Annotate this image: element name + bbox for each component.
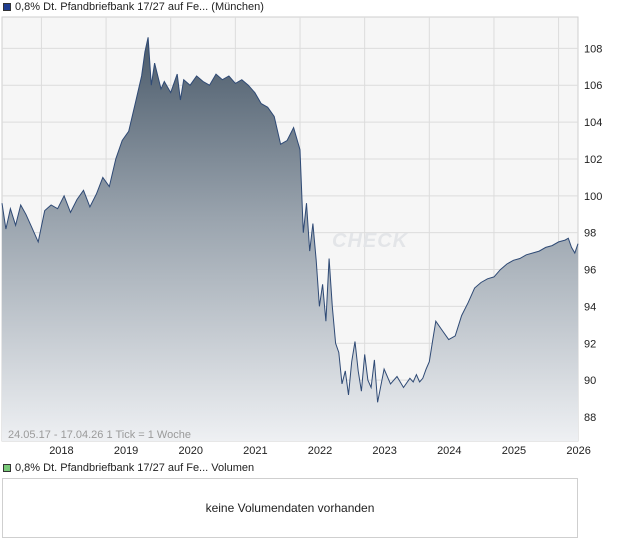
y-tick-label: 94 bbox=[584, 301, 596, 313]
y-tick-label: 108 bbox=[584, 43, 602, 55]
y-tick-label: 102 bbox=[584, 154, 602, 166]
y-tick-label: 90 bbox=[584, 375, 596, 387]
volume-legend-label: 0,8% Dt. Pfandbriefbank 17/27 auf Fe... … bbox=[15, 462, 255, 474]
x-tick-label: 2020 bbox=[178, 445, 202, 457]
volume-empty-message: keine Volumendaten vorhanden bbox=[205, 501, 375, 515]
x-tick-label: 2022 bbox=[308, 445, 332, 457]
volume-panel: keine Volumendaten vorhanden bbox=[2, 478, 578, 538]
x-tick-label: 2021 bbox=[243, 445, 267, 457]
price-line bbox=[1, 37, 579, 403]
y-tick-label: 98 bbox=[584, 228, 596, 240]
y-tick-label: 88 bbox=[584, 412, 596, 424]
x-tick-label: 2024 bbox=[437, 445, 461, 457]
y-tick-label: 100 bbox=[584, 191, 602, 203]
y-tick-label: 92 bbox=[584, 338, 596, 350]
price-legend-swatch bbox=[3, 3, 11, 11]
range-label: 24.05.17 - 17.04.26 1 Tick = 1 Woche bbox=[8, 429, 191, 441]
x-axis: 2018 2019 2020 2021 2022 2023 2024 2025 2026 bbox=[49, 445, 591, 457]
price-legend-label: 0,8% Dt. Pfandbriefbank 17/27 auf Fe... … bbox=[15, 1, 264, 13]
volume-legend-swatch bbox=[3, 464, 11, 472]
y-tick-label: 106 bbox=[584, 80, 602, 92]
x-tick-label: 2026 bbox=[566, 445, 590, 457]
watermark: CHECK bbox=[332, 230, 409, 252]
x-tick-label: 2025 bbox=[502, 445, 526, 457]
volume-legend: 0,8% Dt. Pfandbriefbank 17/27 auf Fe... … bbox=[3, 461, 254, 475]
x-tick-label: 2018 bbox=[49, 445, 73, 457]
y-axis: 88 90 92 94 96 98 100 102 104 106 108 bbox=[584, 43, 602, 424]
price-area bbox=[2, 37, 578, 442]
x-tick-label: 2023 bbox=[372, 445, 396, 457]
y-tick-label: 104 bbox=[584, 117, 602, 129]
x-tick-label: 2019 bbox=[114, 445, 138, 457]
y-tick-label: 96 bbox=[584, 265, 596, 277]
price-legend: 0,8% Dt. Pfandbriefbank 17/27 auf Fe... … bbox=[3, 0, 264, 14]
